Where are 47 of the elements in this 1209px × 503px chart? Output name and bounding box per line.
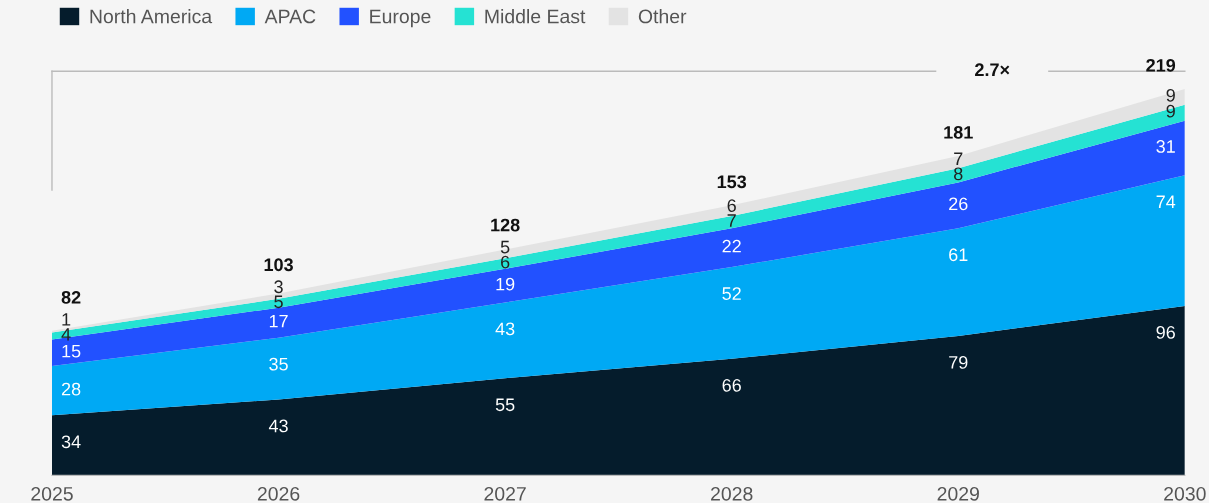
data-label: 1 xyxy=(62,313,71,326)
data-label: 6 xyxy=(727,199,736,212)
total-label: 128 xyxy=(491,218,520,232)
data-label: 31 xyxy=(1156,140,1175,153)
data-label: 5 xyxy=(274,295,283,309)
data-label: 61 xyxy=(949,248,968,262)
data-label: 34 xyxy=(61,435,81,449)
legend-label: Other xyxy=(638,9,687,24)
total-label: 82 xyxy=(61,290,81,304)
total-label: 181 xyxy=(944,126,973,139)
data-label: 17 xyxy=(269,314,288,328)
data-label: 7 xyxy=(954,152,963,166)
data-label: 7 xyxy=(727,214,736,227)
x-tick-label: 2028 xyxy=(711,486,753,501)
data-label: 8 xyxy=(954,167,963,181)
x-tick-label: 2029 xyxy=(937,486,979,501)
data-label: 79 xyxy=(949,355,968,369)
data-label: 43 xyxy=(495,322,515,336)
data-label: 66 xyxy=(722,378,741,392)
data-label: 5 xyxy=(500,240,510,254)
legend-label: APAC xyxy=(264,9,316,24)
x-tick-label: 2027 xyxy=(484,486,526,501)
x-tick-label: 2025 xyxy=(31,486,73,501)
data-label: 28 xyxy=(61,382,81,396)
data-label: 6 xyxy=(501,255,510,269)
data-label: 22 xyxy=(722,239,741,253)
x-tick-label: 2030 xyxy=(1164,486,1206,501)
x-tick-label: 2026 xyxy=(257,486,300,501)
total-label: 103 xyxy=(264,258,293,272)
data-label: 15 xyxy=(62,344,81,358)
data-label: 52 xyxy=(722,287,741,300)
data-label: 43 xyxy=(268,419,288,433)
data-label: 19 xyxy=(496,277,515,291)
data-label: 74 xyxy=(1156,195,1176,209)
data-label: 26 xyxy=(949,197,968,211)
data-label: 9 xyxy=(1166,88,1175,102)
text: 2.7× xyxy=(975,63,1010,76)
data-label: 3 xyxy=(274,280,283,294)
data-label: 35 xyxy=(269,357,288,371)
legend-label: Europe xyxy=(370,9,431,28)
total-label: 219 xyxy=(1146,58,1176,72)
data-label: 4 xyxy=(61,328,71,341)
legend-label: Middle East xyxy=(485,9,586,24)
data-label: 55 xyxy=(495,398,515,412)
legend-label: North America xyxy=(90,9,213,24)
total-label: 153 xyxy=(717,175,747,189)
data-label: 96 xyxy=(1156,325,1175,339)
